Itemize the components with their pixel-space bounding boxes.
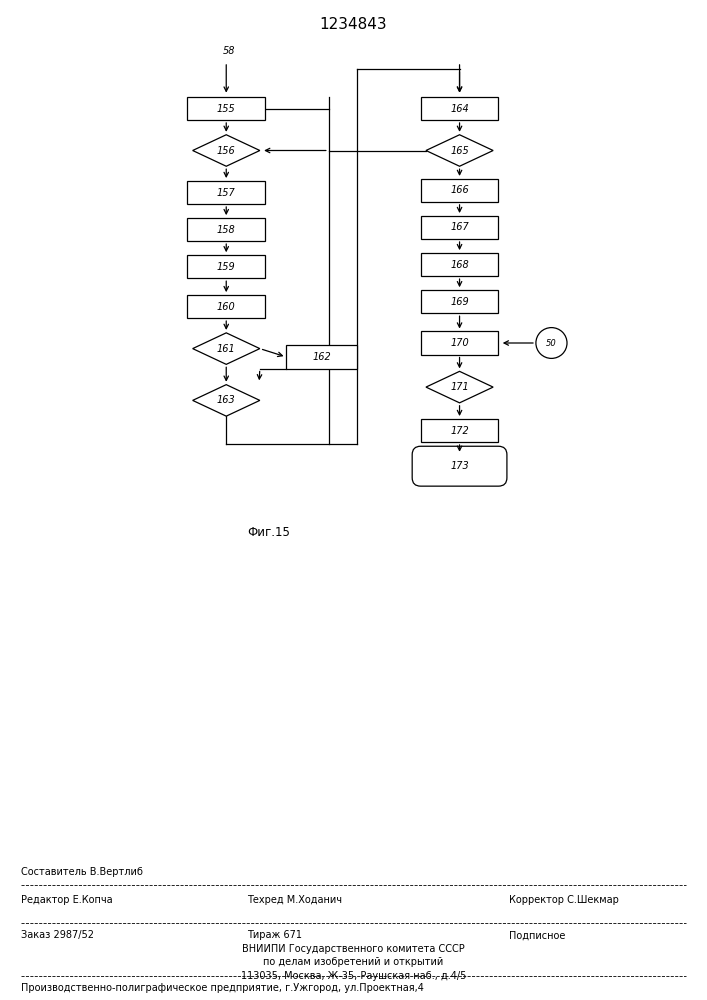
Text: 170: 170 <box>450 338 469 348</box>
Text: Тираж 671: Тираж 671 <box>247 930 303 940</box>
Text: 168: 168 <box>450 260 469 270</box>
Text: 172: 172 <box>450 426 469 436</box>
Text: 159: 159 <box>217 262 235 272</box>
Bar <box>421 179 498 202</box>
Bar <box>421 419 498 442</box>
Text: 171: 171 <box>450 382 469 392</box>
Bar <box>187 97 265 120</box>
Bar <box>421 216 498 239</box>
Polygon shape <box>426 135 493 166</box>
Polygon shape <box>193 135 260 166</box>
Bar <box>187 218 265 241</box>
Text: 163: 163 <box>217 395 235 405</box>
Bar <box>421 97 498 120</box>
Text: 50: 50 <box>546 338 557 348</box>
Text: 161: 161 <box>217 344 235 354</box>
Bar <box>421 290 498 313</box>
Text: ВНИИПИ Государственного комитета СССР: ВНИИПИ Государственного комитета СССР <box>242 944 465 954</box>
Text: Производственно-полиграфическое предприятие, г.Ужгород, ул.Проектная,4: Производственно-полиграфическое предприя… <box>21 983 424 993</box>
Text: 156: 156 <box>217 145 235 155</box>
Bar <box>286 345 357 369</box>
Text: 167: 167 <box>450 223 469 232</box>
Text: 165: 165 <box>450 145 469 155</box>
Text: 158: 158 <box>217 225 235 235</box>
Text: 169: 169 <box>450 297 469 307</box>
Text: Техред М.Ходанич: Техред М.Ходанич <box>247 895 342 905</box>
Text: по делам изобретений и открытий: по делам изобретений и открытий <box>264 957 443 967</box>
Text: 155: 155 <box>217 104 235 113</box>
Text: Фиг.15: Фиг.15 <box>247 526 290 538</box>
Text: Составитель В.Вертлиб: Составитель В.Вертлиб <box>21 867 144 877</box>
Bar <box>187 295 265 318</box>
FancyBboxPatch shape <box>412 446 507 486</box>
Text: 166: 166 <box>450 185 469 195</box>
Text: 157: 157 <box>217 188 235 198</box>
Bar <box>421 253 498 276</box>
Text: Заказ 2987/52: Заказ 2987/52 <box>21 930 94 940</box>
Text: 58: 58 <box>223 46 235 56</box>
Polygon shape <box>193 333 260 364</box>
Polygon shape <box>193 385 260 416</box>
Circle shape <box>536 328 567 358</box>
Text: 164: 164 <box>450 104 469 113</box>
Text: 113035, Москва, Ж-35, Раушская наб., д.4/5: 113035, Москва, Ж-35, Раушская наб., д.4… <box>241 971 466 981</box>
Text: 160: 160 <box>217 302 235 312</box>
Text: Подписное: Подписное <box>509 930 566 940</box>
Polygon shape <box>426 371 493 403</box>
Text: 162: 162 <box>312 352 331 362</box>
Text: 173: 173 <box>450 461 469 471</box>
Bar <box>421 331 498 355</box>
Text: Редактор Е.Копча: Редактор Е.Копча <box>21 895 113 905</box>
Text: 1234843: 1234843 <box>320 17 387 32</box>
Text: Корректор С.Шекмар: Корректор С.Шекмар <box>509 895 619 905</box>
Bar <box>187 181 265 204</box>
Bar <box>187 255 265 278</box>
